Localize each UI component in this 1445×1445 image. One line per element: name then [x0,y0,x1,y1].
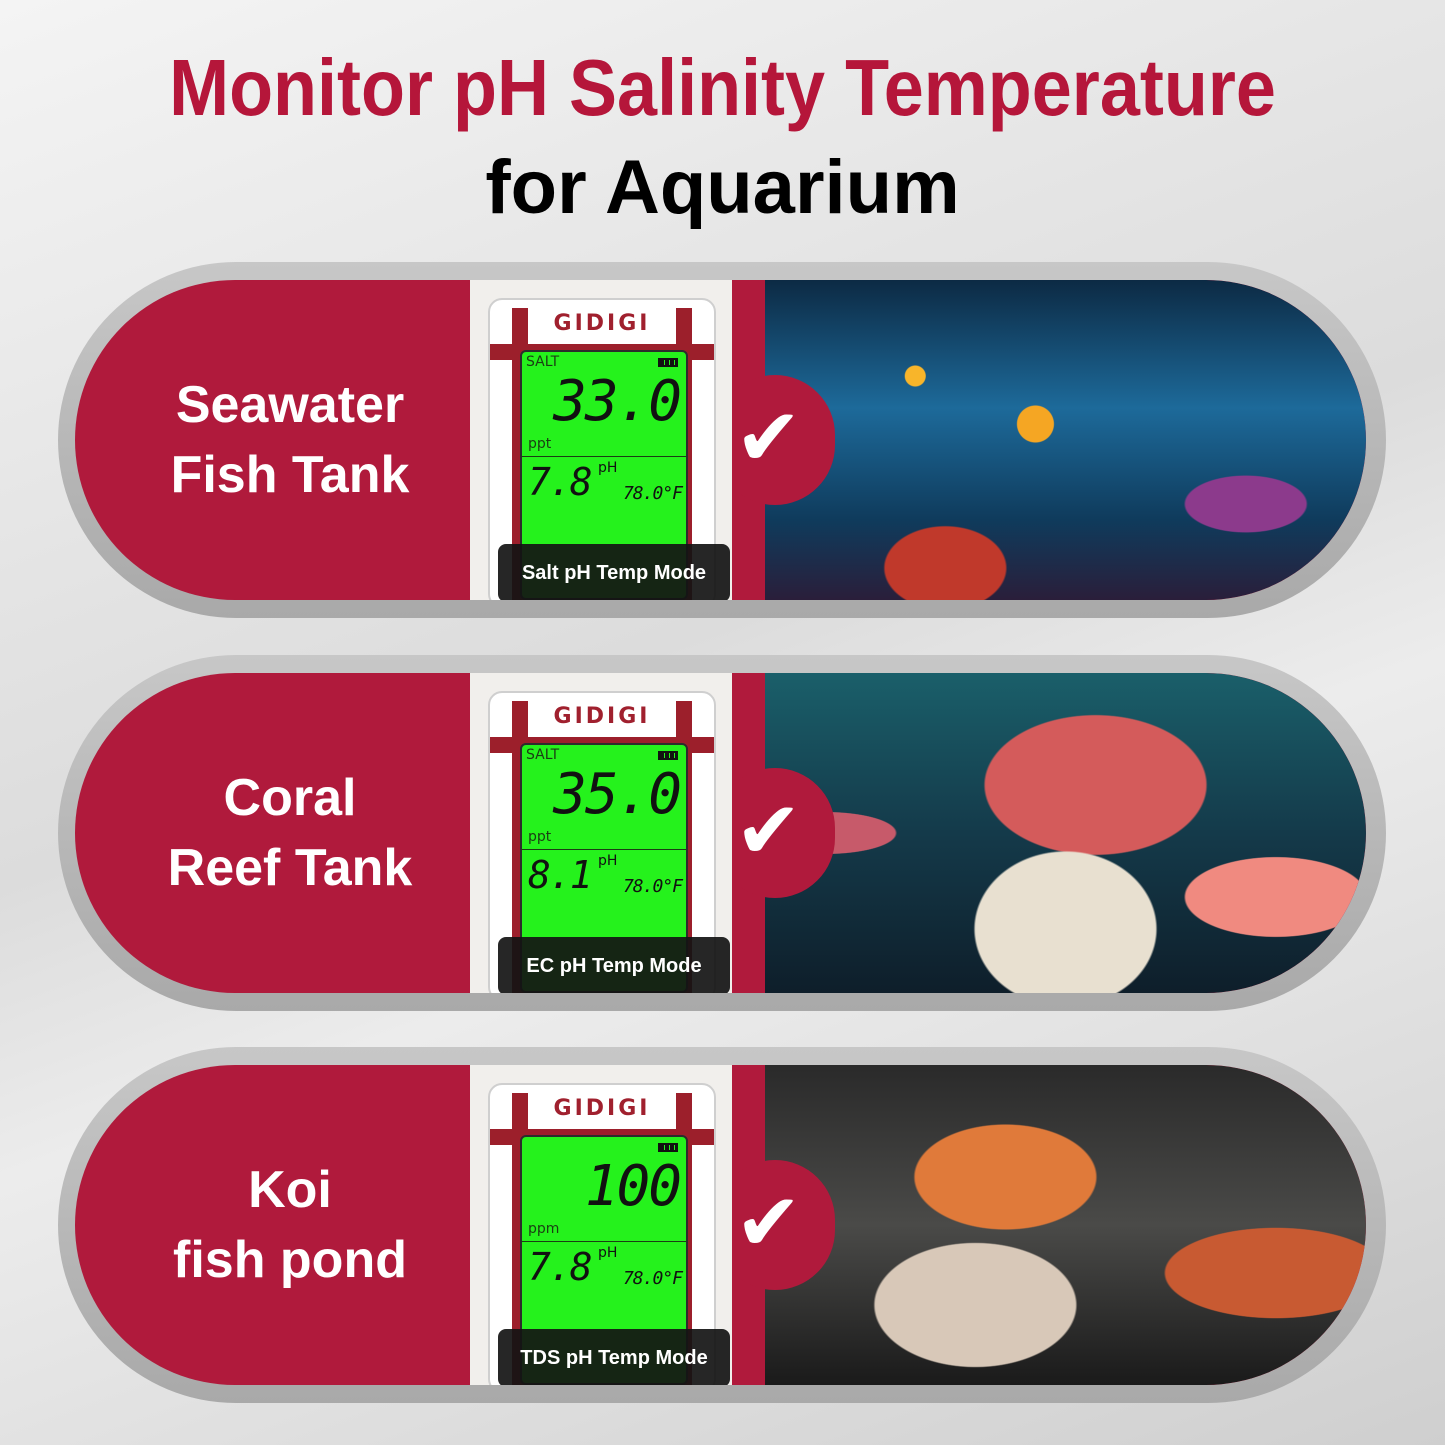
main-reading: 35.0 [553,762,682,827]
mode-caption: Salt pH Temp Mode [498,544,730,600]
temp-reading: 78.0°F [622,876,683,897]
panel-inner: Coral Reef Tank ✔ GIDIGI SALT 35.0 ppt 8… [75,673,1366,993]
check-badge [715,1160,835,1290]
mode-indicator: SALT [526,354,560,370]
ph-label: pH [598,1245,618,1261]
checkmark-icon: ✔ [735,784,803,877]
mode-indicator: SALT [526,747,560,763]
battery-icon [658,1143,678,1152]
mode-caption: TDS pH Temp Mode [498,1329,730,1385]
use-case-panel: Koi fish pond ✔ GIDIGI 100 ppm 7.8 pH [58,1047,1386,1403]
mode-caption: EC pH Temp Mode [498,937,730,993]
use-case-panel: Coral Reef Tank ✔ GIDIGI SALT 35.0 ppt 8… [58,655,1386,1011]
panel-inner: Seawater Fish Tank ✔ GIDIGI SALT 33.0 pp… [75,280,1366,600]
checkmark-icon: ✔ [735,391,803,484]
meter-body: GIDIGI SALT 33.0 ppt 7.8 pH 78.0°F Salt … [488,298,730,600]
check-badge [715,768,835,898]
use-case-label: Koi fish pond [115,1065,465,1385]
meter-device: GIDIGI SALT 35.0 ppt 8.1 pH 78.0°F EC pH… [470,673,732,993]
battery-icon [658,751,678,760]
scene-photo [765,1065,1366,1385]
ph-label: pH [598,460,618,476]
brand-logo: GIDIGI [553,704,651,729]
label-line2: fish pond [173,1231,407,1289]
ph-label: pH [598,853,618,869]
ph-reading: 8.1 [528,853,593,897]
label-line2: Fish Tank [170,446,410,504]
use-case-label: Coral Reef Tank [115,673,465,993]
temp-reading: 78.0°F [622,1268,683,1289]
main-reading: 100 [584,1154,682,1219]
meter-device: GIDIGI SALT 33.0 ppt 7.8 pH 78.0°F Salt … [470,280,732,600]
main-reading: 33.0 [553,369,682,434]
temp-reading: 78.0°F [622,483,683,504]
use-case-panel: Seawater Fish Tank ✔ GIDIGI SALT 33.0 pp… [58,262,1386,618]
headline: Monitor pH Salinity Temperature [169,43,1276,132]
ph-reading: 7.8 [528,460,593,504]
label-line1: Seawater [175,376,405,434]
subheadline: for Aquarium [485,145,960,230]
checkmark-icon: ✔ [735,1176,803,1269]
divider [522,456,686,457]
label-line1: Koi [248,1161,332,1219]
divider [522,849,686,850]
meter-body: GIDIGI 100 ppm 7.8 pH 78.0°F TDS pH Temp… [488,1083,730,1385]
use-case-label: Seawater Fish Tank [115,280,465,600]
main-unit: ppt [528,436,552,452]
brand-logo: GIDIGI [553,1096,651,1121]
meter-body: GIDIGI SALT 35.0 ppt 8.1 pH 78.0°F EC pH… [488,691,730,993]
divider [522,1241,686,1242]
check-badge [715,375,835,505]
meter-device: GIDIGI 100 ppm 7.8 pH 78.0°F TDS pH Temp… [470,1065,732,1385]
scene-photo [765,280,1366,600]
scene-photo [765,673,1366,993]
ph-reading: 7.8 [528,1245,593,1289]
brand-logo: GIDIGI [553,311,651,336]
battery-icon [658,358,678,367]
main-unit: ppt [528,829,552,845]
panel-inner: Koi fish pond ✔ GIDIGI 100 ppm 7.8 pH [75,1065,1366,1385]
main-unit: ppm [528,1221,560,1237]
label-line1: Coral [223,769,357,827]
label-line2: Reef Tank [167,839,413,897]
